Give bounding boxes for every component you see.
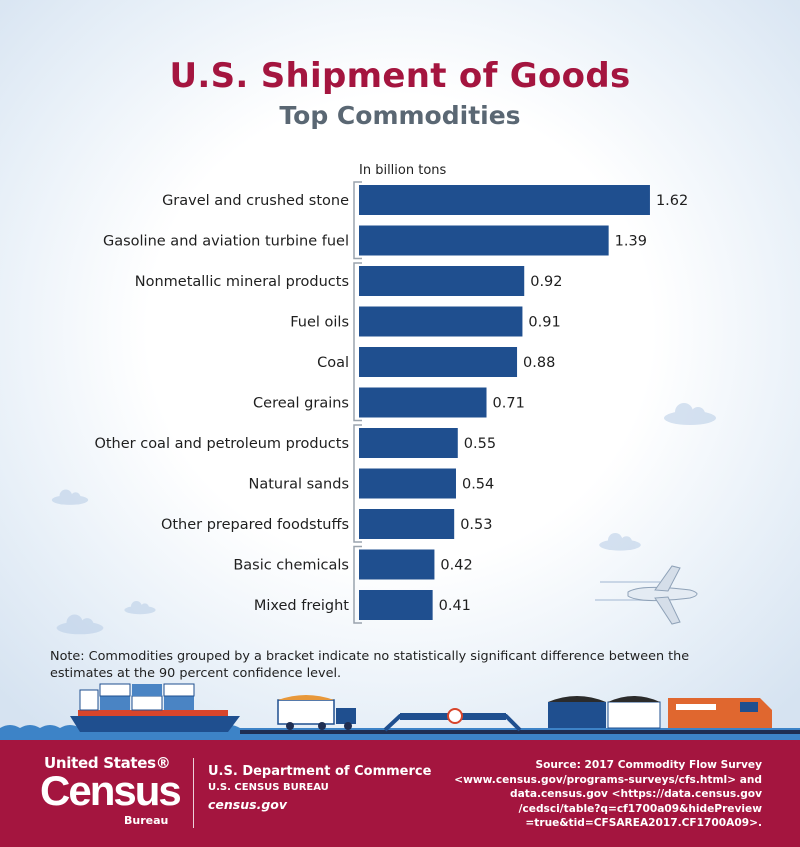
bar	[359, 185, 650, 215]
value-label: 0.41	[439, 598, 471, 614]
category-label: Gravel and crushed stone	[162, 193, 349, 209]
website-link[interactable]: census.gov	[208, 797, 287, 812]
source-line: /cedsci/table?q=cf1700a09&hidePreview	[518, 802, 762, 815]
source-line: <www.census.gov/programs-surveys/cfs.htm…	[454, 773, 762, 786]
source-line: Source: 2017 Commodity Flow Survey	[535, 759, 762, 771]
truck-icon	[277, 695, 356, 730]
source-citation: Source: 2017 Commodity Flow Survey <www.…	[432, 758, 762, 831]
value-label: 0.92	[530, 274, 562, 290]
bar	[359, 509, 455, 539]
bar	[359, 428, 458, 458]
cargo-ship-icon	[70, 683, 240, 732]
department-name: U.S. Department of Commerce	[208, 764, 432, 779]
category-label: Nonmetallic mineral products	[135, 274, 349, 290]
cloud-icon	[124, 601, 156, 615]
category-label: Fuel oils	[290, 315, 349, 331]
unit-label: In billion tons	[359, 163, 447, 178]
cloud-icon	[51, 489, 89, 505]
bar	[359, 468, 456, 499]
value-label: 0.88	[523, 355, 555, 371]
bar	[359, 266, 525, 296]
cloud-icon	[599, 533, 641, 551]
airplane-icon	[595, 565, 698, 625]
category-label: Cereal grains	[253, 396, 349, 412]
category-label: Basic chemicals	[233, 558, 349, 574]
train-icon	[548, 696, 772, 729]
logo-top-text: United States®	[44, 754, 171, 772]
group-bracket	[353, 545, 362, 624]
value-label: 0.55	[464, 436, 496, 452]
chart-title: U.S. Shipment of Goods	[169, 56, 631, 96]
footer: United States® Census Bureau U.S. Depart…	[0, 740, 800, 847]
census-logo: United States® Census Bureau	[40, 754, 182, 834]
value-label: 1.62	[656, 193, 688, 209]
chart-note: Note: Commodities grouped by a bracket i…	[50, 649, 690, 681]
cloud-icon	[664, 403, 716, 425]
transport-illustration	[0, 683, 800, 742]
category-label: Coal	[317, 355, 349, 371]
value-label: 1.39	[615, 234, 647, 250]
value-label: 0.71	[493, 396, 525, 412]
value-label: 0.42	[440, 558, 472, 574]
cloud-icon	[56, 614, 104, 635]
group-bracket	[353, 262, 362, 422]
group-bracket	[353, 181, 362, 260]
bar-chart: In billion tons Gravel and crushed stone 1…	[51, 163, 716, 635]
source-line: data.census.gov <https://data.census.gov	[510, 788, 762, 801]
logo-main-text: Census	[40, 767, 182, 814]
value-label: 0.54	[462, 477, 494, 493]
chart-subtitle: Top Commodities	[279, 101, 521, 130]
bar	[359, 225, 609, 256]
bureau-name: U.S. CENSUS BUREAU	[208, 782, 329, 793]
pipeline-icon	[383, 708, 522, 732]
category-label: Gasoline and aviation turbine fuel	[103, 234, 349, 250]
category-label: Other coal and petroleum products	[94, 436, 349, 452]
group-bracket	[353, 424, 362, 543]
value-label: 0.91	[528, 315, 560, 331]
bar	[359, 387, 487, 418]
bar	[359, 347, 518, 377]
category-label: Mixed freight	[254, 598, 349, 614]
bar	[359, 306, 523, 337]
source-line: =true&tid=CFSAREA2017.CF1700A09>.	[525, 817, 762, 830]
category-label: Natural sands	[249, 477, 349, 493]
bar	[359, 590, 433, 620]
category-label: Other prepared foodstuffs	[161, 517, 349, 533]
footer-divider	[193, 758, 194, 828]
value-label: 0.53	[460, 517, 492, 533]
bar	[359, 549, 435, 580]
logo-bureau-text: Bureau	[124, 814, 169, 827]
